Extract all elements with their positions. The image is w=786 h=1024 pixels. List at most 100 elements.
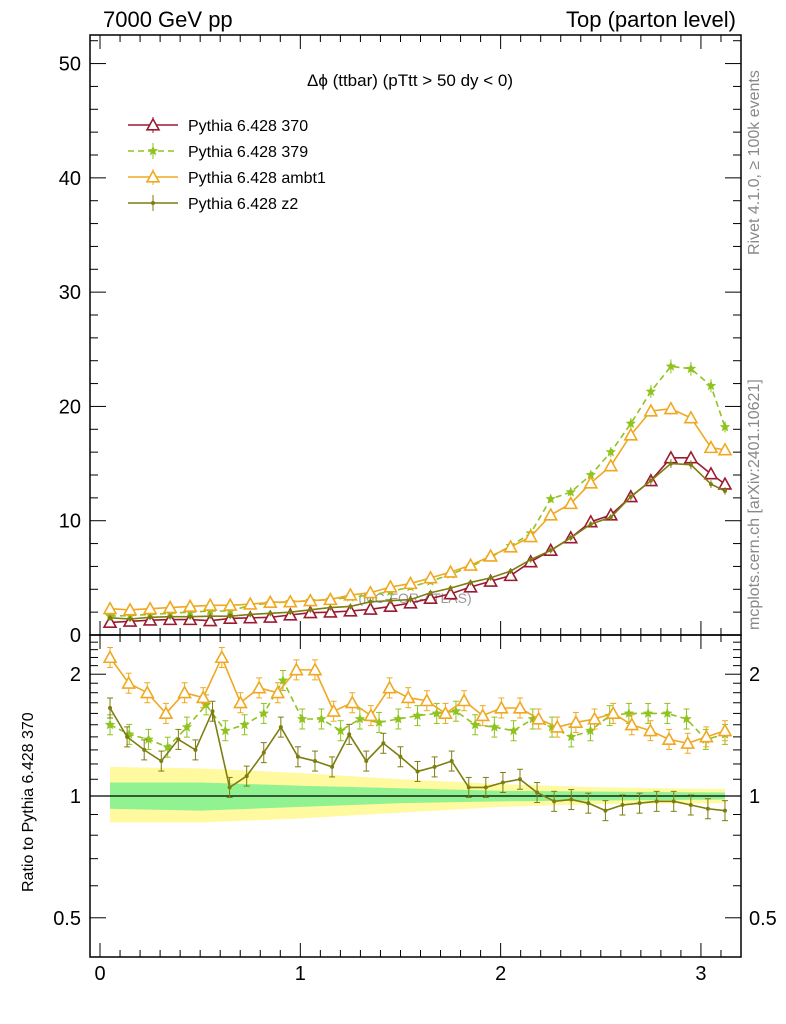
data-point [663,401,679,415]
data-point [463,557,478,571]
data-point [148,615,153,620]
ratio-point [512,700,528,714]
data-point [668,461,673,466]
x-tick-label: 2 [495,963,506,985]
ratio-point [382,680,397,694]
ratio-point [415,769,420,774]
ratio-point [419,693,435,707]
ratio-point [220,725,231,736]
ratio-point [398,754,403,759]
data-point [108,615,113,620]
data-point [363,601,378,615]
ratio-y-tick-label: 2 [70,664,81,686]
data-point [448,586,453,591]
ratio-point [270,685,286,699]
ratio-point [159,759,164,764]
ratio-point [585,725,596,736]
data-point [648,478,653,483]
ratio-point [698,729,714,743]
data-point [323,604,338,618]
y-tick-label: 10 [59,511,81,533]
chart-title: Δϕ (ttbar) (pTtt > 50 dy < 0) [307,71,513,90]
data-point [568,535,573,540]
data-point [428,590,433,595]
ratio-point [517,777,522,782]
ratio-point [527,713,538,724]
ratio-point [605,705,621,720]
data-point [323,591,338,606]
ratio-point [244,774,249,779]
ratio-point [500,780,505,785]
ratio-point [705,806,710,811]
ratio-series-1-group [102,646,733,754]
ratio-point [278,725,283,730]
data-point [222,597,238,611]
data-point [122,602,138,616]
ratio-point [662,707,673,718]
ratio-point [297,713,308,724]
data-point [483,548,498,562]
data-point [202,597,218,611]
ratio-point [347,732,352,737]
ratio-point [450,705,462,716]
ratio-point [177,685,192,699]
ratio-point [307,662,323,676]
ratio-point [364,759,369,764]
ratio-point [654,799,659,804]
x-tick-label: 3 [695,963,706,985]
y-tick-label: 0 [70,625,81,647]
ratio-y-tick-label: 1 [70,786,81,808]
data-point [302,593,318,607]
ratio-point [143,733,154,744]
data-point [523,529,539,543]
ratio-point [549,719,565,733]
data-point [703,466,719,480]
data-point [268,611,273,616]
data-point [423,570,438,584]
ratio-point [680,735,696,749]
data-point [162,599,178,614]
data-point [308,607,313,612]
ratio-point [623,707,635,718]
ratio-point [239,719,250,730]
ratio-point [569,797,574,802]
data-point [722,489,727,493]
data-point [443,586,458,600]
ratio-point [176,737,181,742]
ratio-point [373,716,385,727]
ratio-point [277,675,289,685]
ratio-point [412,710,423,721]
data-point [688,462,693,467]
data-point [468,580,473,585]
data-point [625,418,637,428]
legend-marker [147,145,159,156]
data-point [623,427,639,441]
ratio-point [330,764,335,769]
ratio-point [637,801,642,806]
data-point [488,575,493,580]
ratio-point [438,705,453,720]
ratio-point [624,717,640,731]
data-point [665,360,677,371]
ratio-point [381,741,386,746]
ratio-point [104,719,116,730]
data-point [583,475,599,489]
ratio-point [289,662,304,676]
data-point [528,557,533,562]
data-point [208,614,213,619]
ratio-point [200,699,212,710]
legend-label: Pythia 6.428 379 [188,144,308,161]
data-point [645,386,657,396]
data-point [643,403,659,417]
data-point [683,410,699,424]
data-point [585,469,596,480]
ratio-point [642,707,654,718]
y-tick-label: 40 [59,168,81,190]
ratio-point [466,785,471,790]
data-point [242,596,258,610]
ratio-point [124,728,135,739]
data-point [443,564,458,578]
data-point [565,486,576,497]
ratio-point [587,711,602,725]
ratio-point [162,741,173,752]
